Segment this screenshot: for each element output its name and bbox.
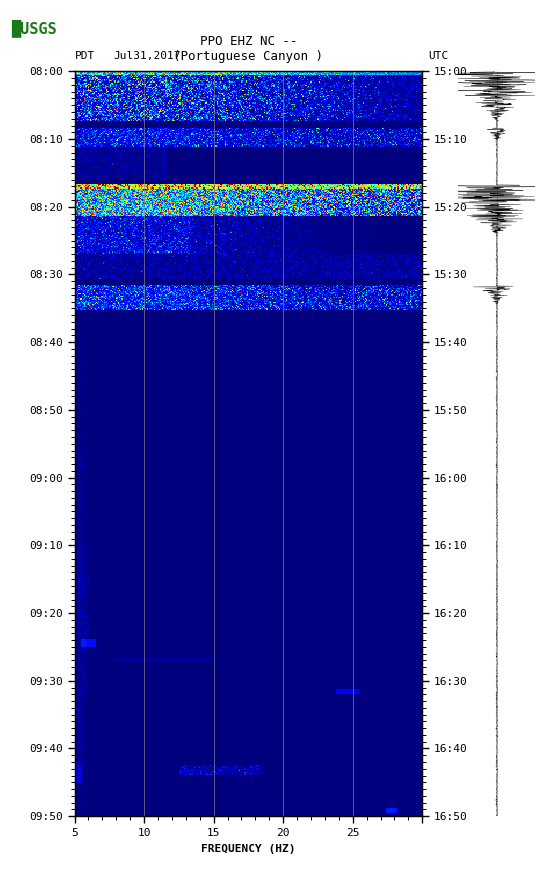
Text: █USGS: █USGS [11, 19, 57, 37]
Text: Jul31,2017: Jul31,2017 [113, 51, 181, 62]
Text: PDT: PDT [75, 51, 95, 62]
X-axis label: FREQUENCY (HZ): FREQUENCY (HZ) [201, 844, 296, 854]
Text: UTC: UTC [428, 51, 448, 62]
Text: PPO EHZ NC --: PPO EHZ NC -- [200, 35, 297, 47]
Text: (Portuguese Canyon ): (Portuguese Canyon ) [173, 50, 323, 62]
